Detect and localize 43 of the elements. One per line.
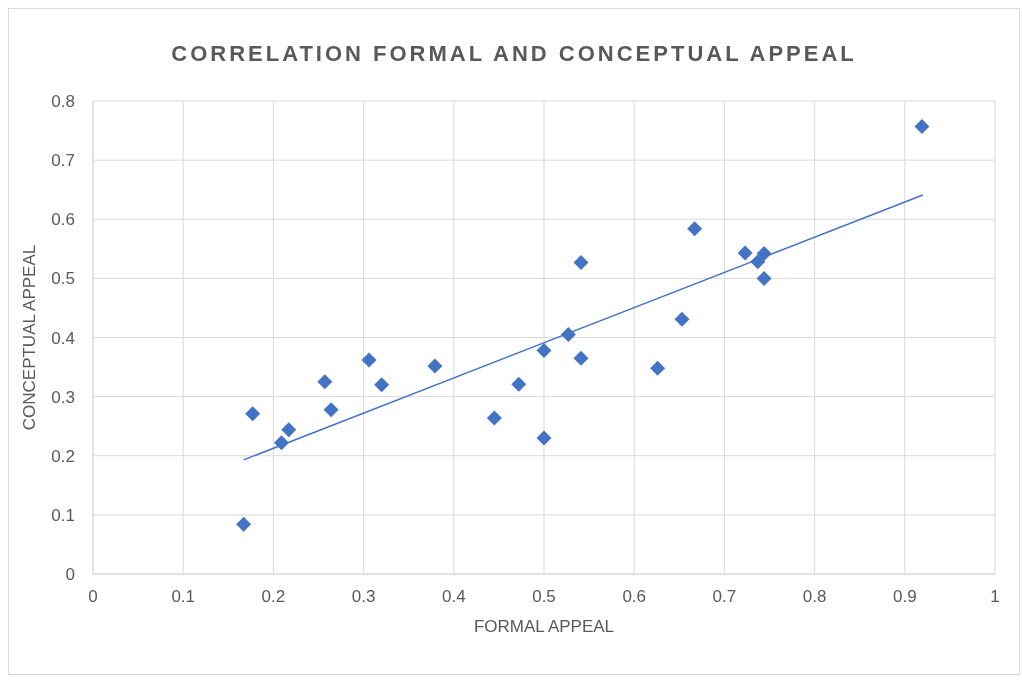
- x-tick-label: 0.3: [351, 587, 376, 607]
- point: [281, 422, 297, 438]
- point: [427, 358, 443, 374]
- x-tick-label: 0: [88, 587, 98, 607]
- point: [486, 410, 502, 426]
- point: [536, 343, 552, 359]
- x-tick-label: 0.5: [532, 587, 556, 607]
- x-tick-label: 0.7: [712, 587, 737, 607]
- chart-title: CORRELATION FORMAL AND CONCEPTUAL APPEAL: [170, 41, 858, 67]
- y-tick-label: 0.8: [51, 92, 75, 112]
- x-tick-label: 0.1: [171, 587, 196, 607]
- point: [756, 270, 772, 286]
- x-tick-label: 0.6: [622, 587, 647, 607]
- x-tick-label: 1: [990, 587, 1000, 607]
- point: [323, 402, 339, 418]
- y-axis-title: CONCEPTUAL APPEAL: [20, 244, 40, 431]
- y-tick-label: 0.7: [51, 151, 75, 171]
- x-tick-label: 0.9: [892, 587, 917, 607]
- point: [374, 377, 390, 393]
- point: [650, 360, 666, 376]
- y-tick-label: 0.6: [51, 210, 75, 230]
- point: [536, 430, 552, 446]
- y-tick-label: 0.2: [51, 446, 75, 466]
- point: [361, 352, 377, 368]
- y-tick-label: 0.1: [51, 505, 75, 525]
- point: [573, 254, 589, 270]
- point: [573, 350, 589, 366]
- point: [245, 406, 261, 422]
- y-tick-label: 0.3: [51, 387, 75, 407]
- point: [511, 376, 527, 392]
- x-tick-label: 0.8: [802, 587, 827, 607]
- point: [687, 221, 703, 237]
- point: [674, 311, 690, 327]
- x-tick-label: 0.2: [261, 587, 286, 607]
- x-axis-title: FORMAL APPEAL: [473, 617, 615, 636]
- y-tick-label: 0: [65, 565, 75, 585]
- x-tick-label: 0.4: [441, 587, 466, 607]
- point: [914, 118, 930, 134]
- point: [236, 516, 252, 532]
- y-tick-label: 0.4: [51, 328, 75, 348]
- point: [737, 245, 753, 261]
- y-tick-label: 0.5: [51, 269, 75, 289]
- point: [317, 374, 333, 390]
